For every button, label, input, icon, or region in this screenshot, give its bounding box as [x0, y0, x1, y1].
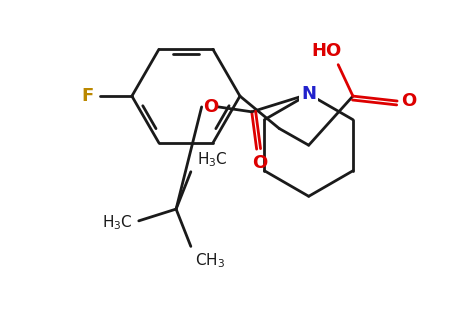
Text: N: N — [301, 85, 316, 103]
Text: CH$_3$: CH$_3$ — [195, 251, 226, 270]
Text: F: F — [82, 87, 94, 105]
Text: H$_3$C: H$_3$C — [102, 214, 133, 232]
Text: O: O — [252, 154, 267, 172]
Text: O: O — [203, 98, 218, 116]
Text: H$_3$C: H$_3$C — [197, 151, 228, 169]
Text: HO: HO — [311, 42, 342, 60]
Text: O: O — [401, 92, 417, 110]
